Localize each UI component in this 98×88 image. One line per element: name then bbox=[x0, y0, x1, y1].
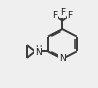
Text: N: N bbox=[35, 48, 41, 57]
Text: F: F bbox=[60, 8, 65, 17]
Text: N: N bbox=[59, 54, 66, 63]
Text: F: F bbox=[52, 11, 57, 20]
Text: H: H bbox=[35, 45, 41, 54]
Text: F: F bbox=[67, 11, 73, 20]
